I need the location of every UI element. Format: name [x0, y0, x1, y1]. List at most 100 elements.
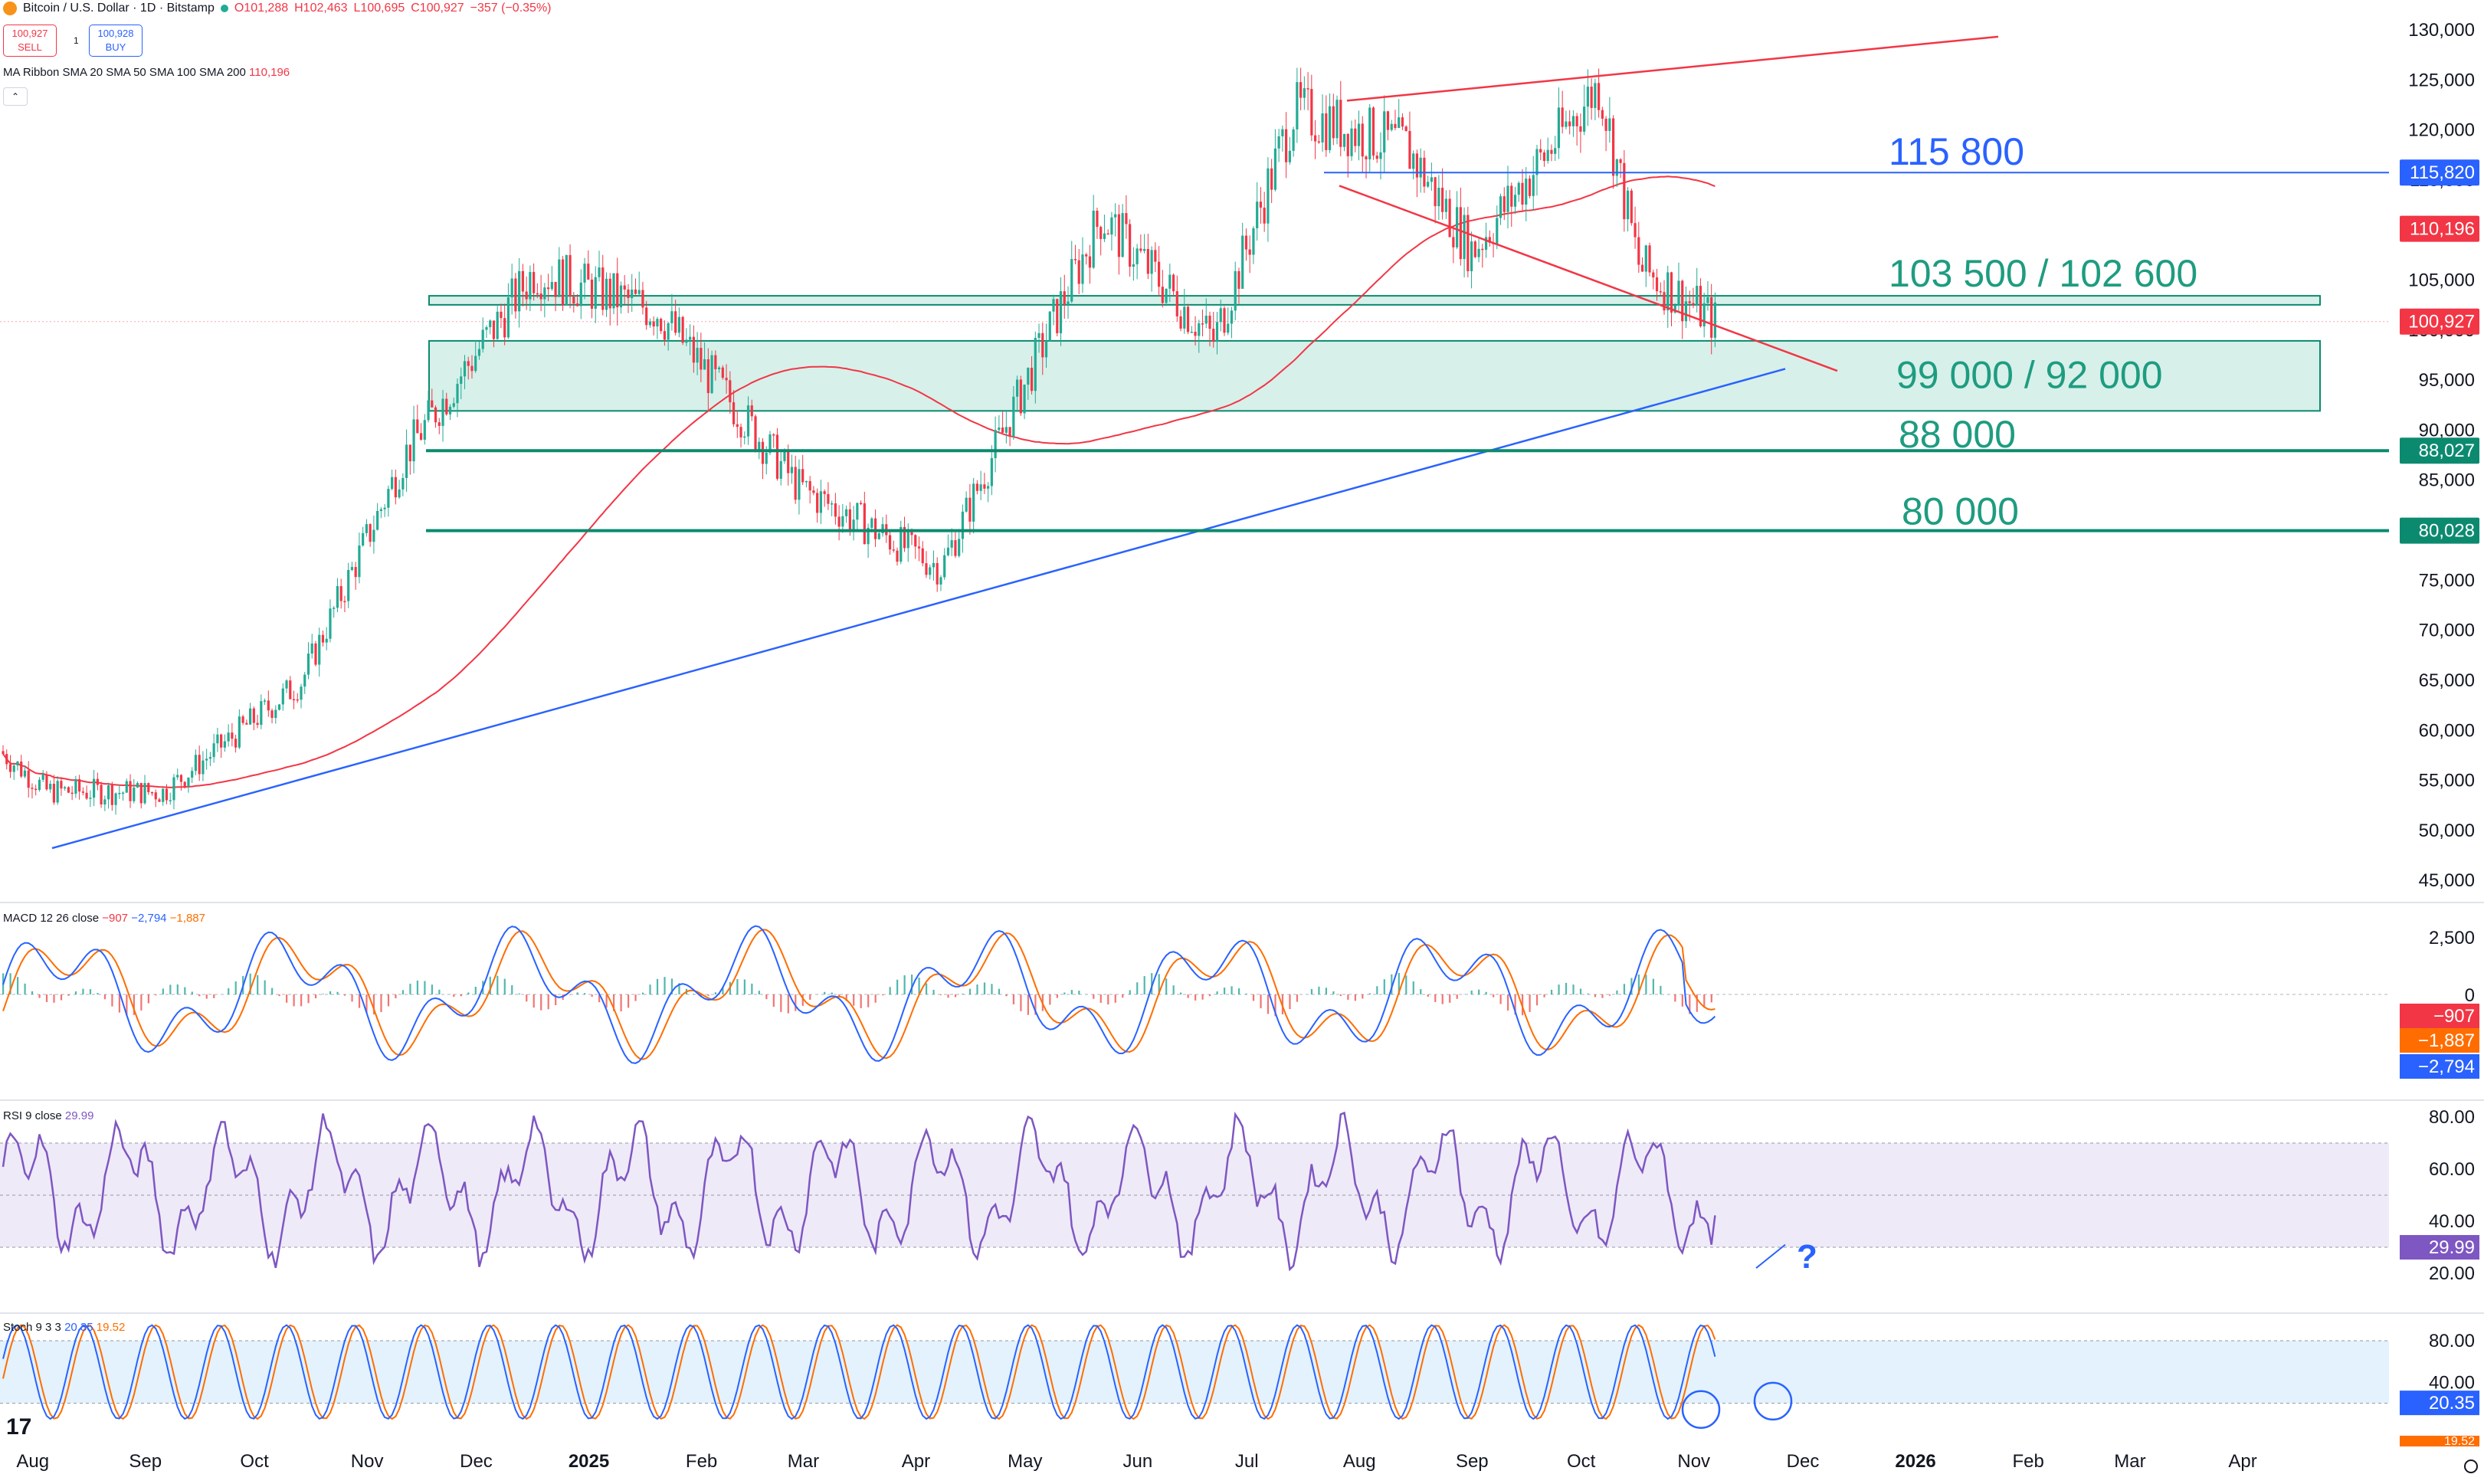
candle: [85, 785, 88, 801]
candle-body: [300, 686, 303, 700]
candle: [856, 502, 859, 532]
macd-histogram-bar: [453, 994, 455, 998]
candle: [277, 704, 281, 711]
symbol-title[interactable]: Bitcoin / U.S. Dollar · 1D · Bitstamp: [23, 2, 215, 15]
candle-body: [1390, 123, 1393, 130]
candle-body: [739, 427, 742, 437]
macd-histogram-bar: [1499, 994, 1502, 1004]
candle-body: [256, 722, 259, 726]
candle-body: [601, 267, 605, 310]
candle-body: [1168, 274, 1172, 289]
trend-lines[interactable]: [51, 35, 2389, 850]
candle: [506, 283, 510, 339]
label-99000-92000: 99 000 / 92 000: [1896, 354, 2163, 397]
candle-body: [100, 785, 103, 805]
candle-body: [1292, 129, 1295, 151]
candle-body: [1001, 428, 1004, 433]
candle: [1448, 189, 1451, 238]
candle-body: [837, 516, 841, 527]
candle: [285, 679, 288, 693]
candle-body: [1604, 118, 1607, 131]
price-badge-label: 88,027: [2419, 441, 2475, 461]
candle-body: [1394, 123, 1397, 129]
price-tick-label: 85,000: [2419, 470, 2475, 491]
candle-body: [1459, 207, 1462, 260]
candle: [645, 300, 648, 330]
candle: [631, 274, 634, 313]
candle-body: [12, 765, 15, 772]
candle: [1001, 411, 1004, 434]
candle-body: [794, 467, 797, 500]
candle: [67, 786, 70, 794]
candle-body: [162, 788, 165, 802]
candle-body: [972, 483, 975, 522]
rsi-pane[interactable]: ? 80.00 60.00 40.00 20.00 29.99: [0, 1107, 2479, 1284]
candle-body: [725, 378, 728, 381]
stoch-legend[interactable]: Stoch 9 3 3 20.35 19.52: [3, 1321, 125, 1334]
time-axis-label: Feb: [2012, 1451, 2043, 1472]
candle: [1496, 205, 1499, 250]
collapse-legend-button[interactable]: ⌃: [3, 87, 28, 106]
macd-badge: [2400, 1028, 2479, 1053]
candle-body: [474, 355, 477, 372]
candle-body: [38, 779, 41, 791]
candle-body: [1110, 217, 1113, 235]
candle-body: [234, 739, 238, 748]
candle-body: [1481, 248, 1484, 251]
candle-body: [139, 783, 143, 804]
candle-body: [1328, 106, 1332, 150]
candle: [1303, 76, 1306, 110]
macd-histogram-bar: [1594, 994, 1597, 998]
candle: [808, 476, 811, 504]
candle-body: [1161, 287, 1164, 303]
candle: [979, 470, 982, 500]
time-axis-label: Aug: [1343, 1451, 1376, 1472]
candle-body: [1073, 259, 1077, 260]
time-axis[interactable]: Aug Sep Oct Nov Dec 2025 Feb Mar Apr May Jun Jul Aug…: [0, 902, 2484, 1473]
candle-body: [721, 367, 724, 378]
candle-body: [165, 788, 169, 801]
stoch-badge-2-label: 19.52: [2444, 1435, 2475, 1448]
macd-histogram-bar: [1252, 994, 1255, 1001]
candle: [362, 526, 365, 547]
macd-histogram-bar: [1710, 994, 1712, 1003]
candle-body: [408, 444, 411, 462]
candle: [306, 642, 310, 680]
macd-pane[interactable]: 2,500 0−907 −1,887 −2,794: [0, 925, 2479, 1079]
candle: [1106, 229, 1109, 235]
candle: [1608, 97, 1611, 143]
time-axis-label: May: [1008, 1451, 1042, 1472]
candle-body: [1165, 288, 1168, 303]
macd-legend[interactable]: MACD 12 26 close −907 −2,794 −1,887: [3, 912, 205, 925]
rsi-legend[interactable]: RSI 9 close 29.99: [3, 1109, 93, 1122]
candle: [1398, 99, 1401, 129]
macd-histogram-bar: [286, 994, 288, 1003]
macd-histogram-bar: [1151, 973, 1153, 994]
sell-button[interactable]: 100,927 SELL: [3, 25, 57, 57]
candle-body: [1019, 379, 1022, 414]
candles[interactable]: [2, 67, 1717, 815]
macd-histogram-bar: [1296, 994, 1299, 1002]
buy-button[interactable]: 100,928 BUY: [89, 25, 143, 57]
candle-body: [637, 290, 641, 294]
price-badge: [2400, 437, 2479, 464]
candle: [929, 564, 932, 580]
candle: [867, 523, 870, 559]
candle-body: [1143, 248, 1146, 251]
candle-body: [1227, 323, 1230, 333]
candle-body: [292, 699, 296, 701]
candle: [492, 320, 496, 348]
candle: [736, 411, 739, 438]
candle-body: [489, 320, 492, 328]
stoch-k-line: [2, 1324, 1716, 1420]
ma-ribbon-legend[interactable]: MA Ribbon SMA 20 SMA 50 SMA 100 SMA 200 …: [3, 66, 290, 79]
candle: [536, 283, 539, 299]
candle: [1706, 281, 1709, 311]
candle-body: [1611, 118, 1615, 176]
candle-body: [917, 546, 921, 549]
candle-body: [1688, 301, 1691, 303]
price-axis[interactable]: 130,000125,000120,000115,000110,000105,0…: [2400, 20, 2479, 891]
candle-body: [994, 430, 997, 458]
